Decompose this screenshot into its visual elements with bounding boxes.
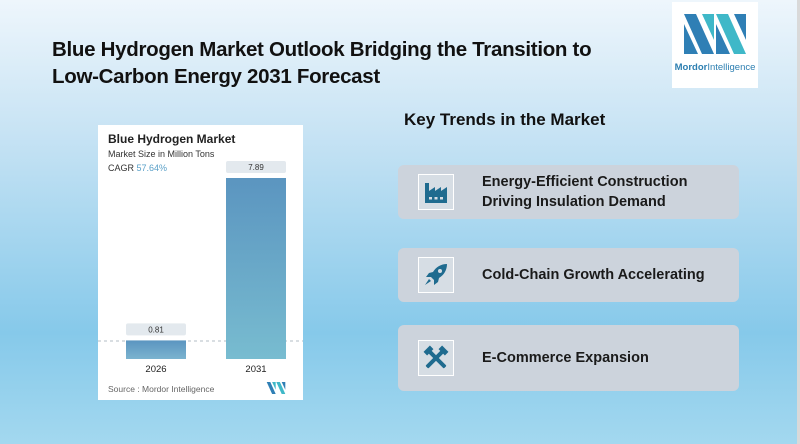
source-text: Source : Mordor Intelligence: [108, 384, 215, 394]
value-label-2031: 7.89: [248, 163, 264, 172]
bar-2026: [126, 340, 186, 359]
mini-logo-icon: [266, 382, 286, 394]
rocket-icon: [418, 257, 454, 293]
bar-2031: [226, 178, 286, 359]
right-edge-divider: [797, 0, 800, 444]
chart-card: Blue Hydrogen Market Market Size in Mill…: [98, 125, 303, 400]
chart-title: Blue Hydrogen Market: [108, 132, 236, 146]
trend-card-energy-efficient-construction: Energy-Efficient Construction Driving In…: [398, 165, 739, 219]
mordor-intelligence-logo: MordorIntelligence: [672, 2, 758, 88]
logo-text: MordorIntelligence: [674, 62, 756, 73]
trend-text: Cold-Chain Growth Accelerating: [482, 267, 705, 283]
value-label-2026: 0.81: [148, 325, 164, 334]
value-label-bg: [126, 323, 186, 336]
key-trends-heading: Key Trends in the Market: [404, 110, 606, 129]
cagr-value: 57.64%: [136, 163, 168, 173]
trend-text: Energy-Efficient Construction Driving In…: [482, 174, 688, 210]
mi-logo-icon: [684, 14, 746, 54]
chart-subtitle: Market Size in Million Tons: [108, 149, 215, 159]
trend-card-e-commerce: E-Commerce Expansion: [398, 325, 739, 391]
trend-card-cold-chain: Cold-Chain Growth Accelerating: [398, 248, 739, 302]
factory-icon: [418, 174, 454, 210]
x-tick-label-2031: 2031: [245, 364, 266, 375]
x-tick-label-2026: 2026: [145, 364, 166, 375]
trend-text: E-Commerce Expansion: [482, 350, 649, 366]
page-title: Blue Hydrogen Market Outlook Bridging th…: [52, 38, 592, 88]
hammers-icon: [418, 340, 454, 376]
cagr-text: CAGR 57.64%: [108, 163, 168, 173]
bar-chart: 0.81 2026 7.89 2031: [98, 161, 303, 375]
value-label-bg: [226, 161, 286, 173]
